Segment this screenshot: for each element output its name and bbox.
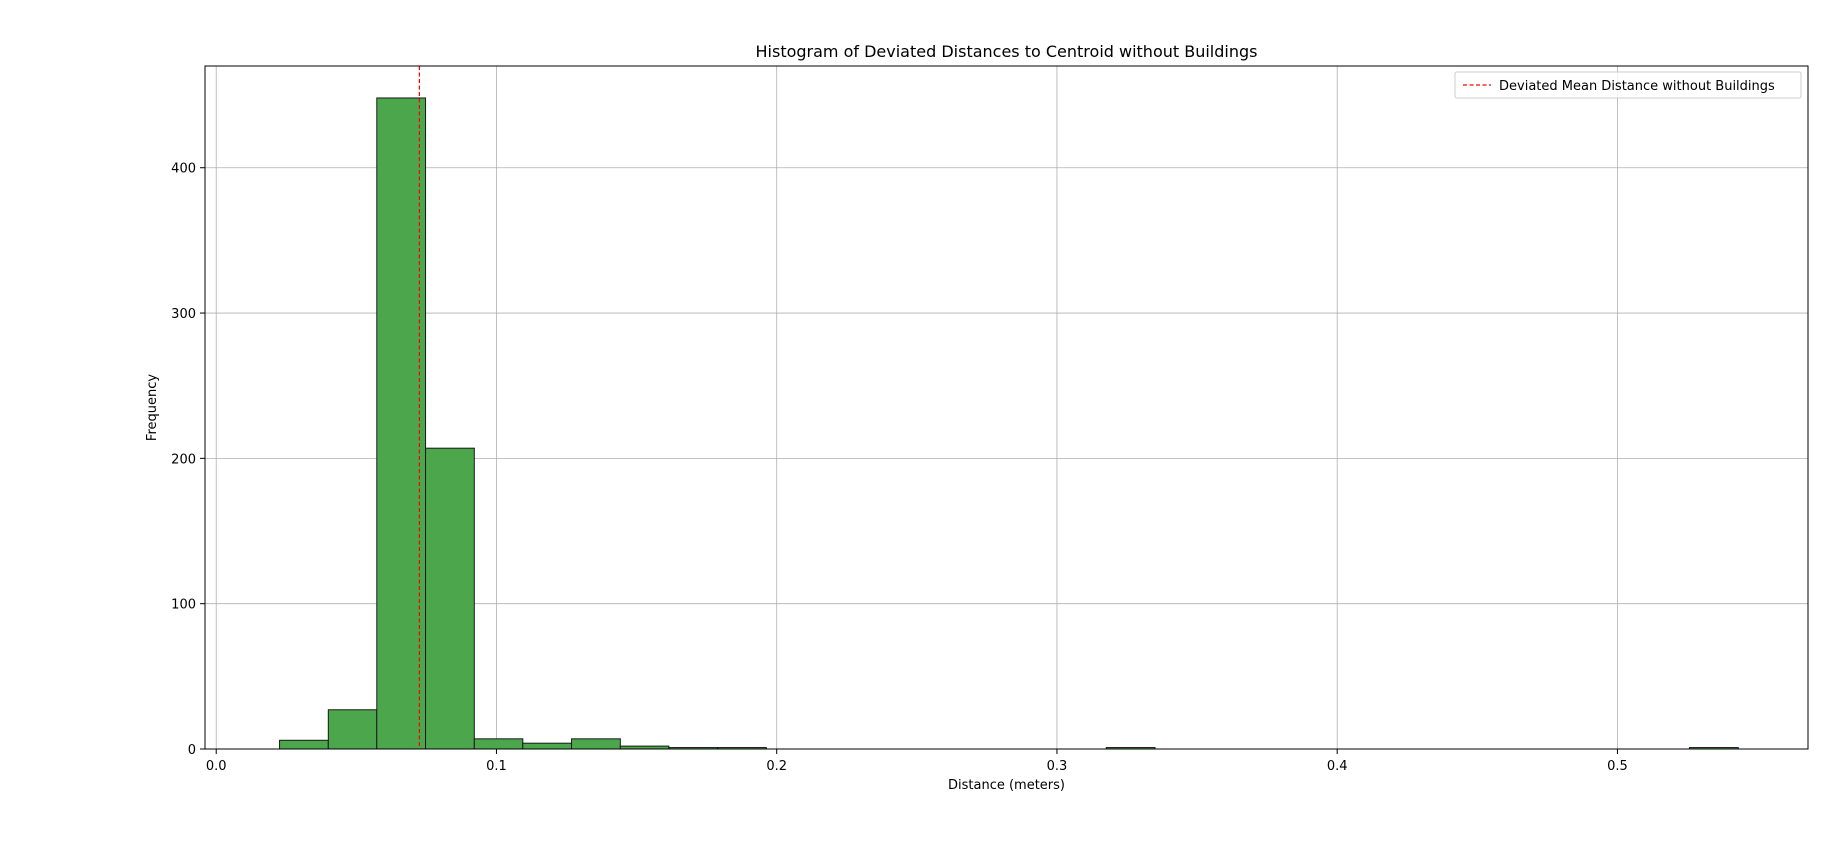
x-axis-label: Distance (meters) [948, 778, 1065, 793]
x-tick-label-5: 0.5 [1607, 759, 1628, 774]
y-axis-label: Frequency [145, 374, 160, 441]
y-axis-ticks: 0 100 200 300 400 [171, 162, 205, 758]
y-tick-label-1: 100 [171, 598, 196, 613]
y-tick-label-4: 400 [171, 162, 196, 177]
histogram-bars [279, 97, 1739, 750]
histogram-bar-6 [571, 738, 621, 750]
x-tick-label-4: 0.4 [1327, 759, 1348, 774]
histogram-bar-3 [425, 447, 475, 750]
x-tick-label-0: 0.0 [206, 759, 227, 774]
legend-box [1454, 71, 1802, 99]
x-axis-ticks: 0.0 0.1 0.2 0.3 0.4 0.5 [206, 749, 1628, 774]
histogram-bar-4 [473, 738, 524, 750]
x-tick-label-3: 0.3 [1047, 759, 1068, 774]
histogram-bar-2 [376, 97, 427, 750]
y-tick-label-0: 0 [188, 743, 196, 758]
histogram-bar-0 [279, 739, 329, 750]
histogram-bar-5 [522, 742, 573, 750]
x-tick-label-1: 0.1 [486, 759, 507, 774]
axes-frame [204, 65, 1809, 750]
y-tick-label-2: 200 [171, 452, 196, 467]
chart-title: Histogram of Deviated Distances to Centr… [756, 42, 1258, 61]
legend: Deviated Mean Distance without Buildings [1454, 71, 1802, 99]
histogram-bar-1 [327, 709, 378, 750]
legend-label: Deviated Mean Distance without Buildings [1499, 79, 1775, 94]
x-tick-label-2: 0.2 [766, 759, 787, 774]
y-tick-label-3: 300 [171, 307, 196, 322]
